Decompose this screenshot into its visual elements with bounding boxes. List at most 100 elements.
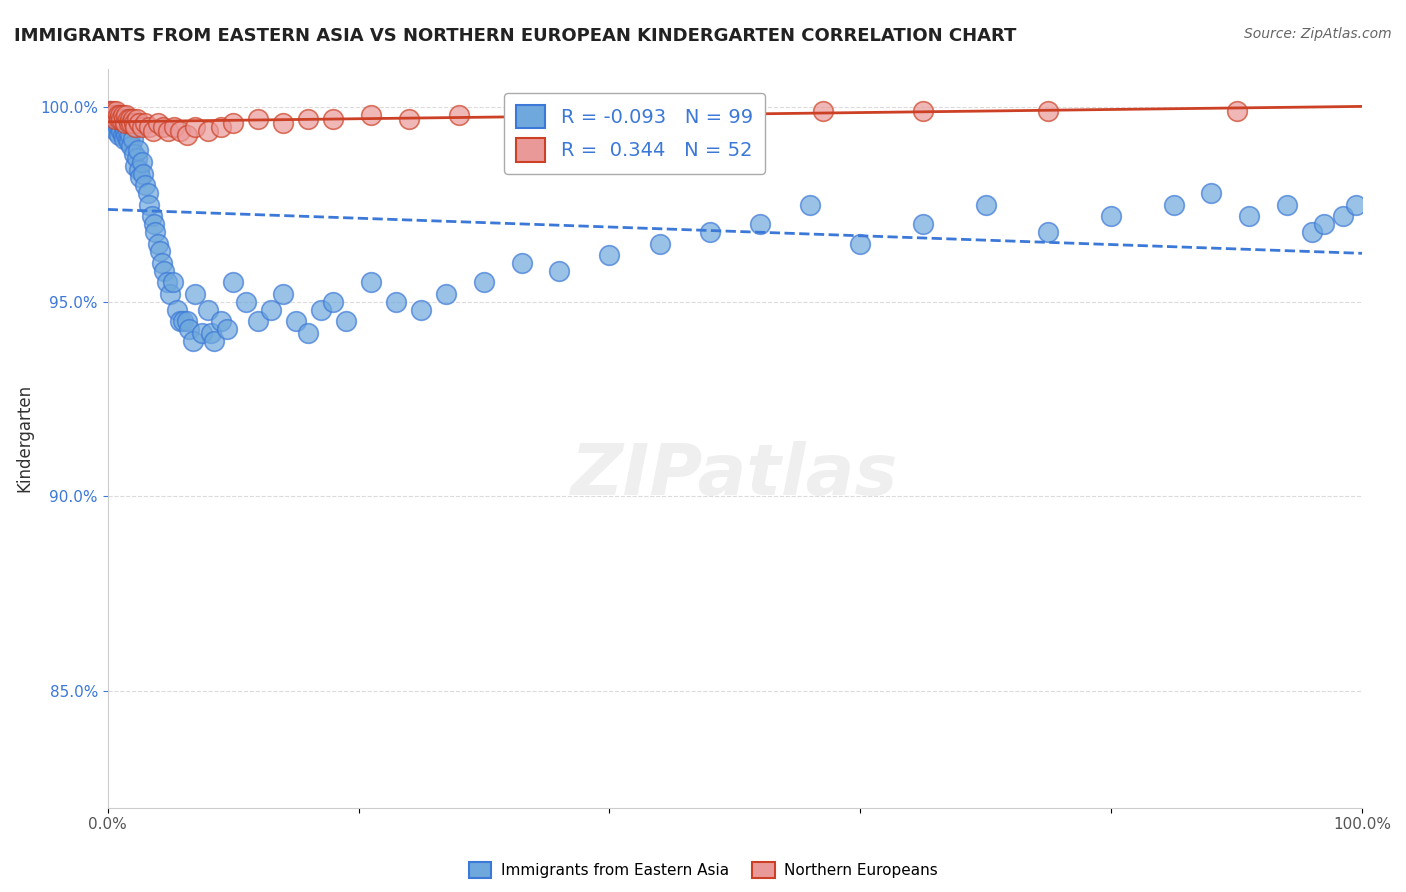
Point xyxy=(98,104,121,119)
Point xyxy=(284,314,307,328)
Point xyxy=(911,217,934,231)
Point xyxy=(101,104,124,119)
Point xyxy=(111,108,134,122)
Point xyxy=(98,104,121,119)
Point xyxy=(108,116,131,130)
Point xyxy=(111,116,134,130)
Point xyxy=(309,302,332,317)
Point xyxy=(120,112,142,127)
Point xyxy=(103,108,125,122)
Point xyxy=(142,124,165,138)
Point xyxy=(398,112,420,127)
Point xyxy=(108,108,131,122)
Point xyxy=(1313,217,1336,231)
Point xyxy=(1301,225,1323,239)
Point xyxy=(122,116,145,130)
Point xyxy=(121,116,143,130)
Point xyxy=(100,108,122,122)
Point xyxy=(548,264,571,278)
Point xyxy=(472,276,495,290)
Point xyxy=(108,128,131,142)
Point xyxy=(510,104,533,119)
Point xyxy=(799,197,821,211)
Point xyxy=(247,314,270,328)
Point xyxy=(112,120,135,134)
Point xyxy=(911,104,934,119)
Point xyxy=(699,225,721,239)
Point xyxy=(166,302,188,317)
Point xyxy=(202,334,225,348)
Point xyxy=(132,167,155,181)
Point xyxy=(112,131,135,145)
Point xyxy=(724,104,747,119)
Point xyxy=(510,256,533,270)
Point xyxy=(322,294,344,309)
Point xyxy=(360,276,382,290)
Point xyxy=(179,322,201,336)
Point xyxy=(1038,104,1060,119)
Point xyxy=(222,116,245,130)
Point xyxy=(146,116,169,130)
Point xyxy=(648,104,671,119)
Point xyxy=(153,264,176,278)
Point xyxy=(322,112,344,127)
Point xyxy=(811,104,834,119)
Point xyxy=(197,302,219,317)
Point xyxy=(121,112,143,127)
Point xyxy=(131,154,153,169)
Text: ZIPatlas: ZIPatlas xyxy=(571,441,898,509)
Point xyxy=(104,112,127,127)
Point xyxy=(143,225,166,239)
Point xyxy=(184,287,207,301)
Point xyxy=(247,112,270,127)
Point xyxy=(360,108,382,122)
Point xyxy=(100,108,122,122)
Point xyxy=(104,112,127,127)
Point xyxy=(335,314,357,328)
Point xyxy=(121,131,143,145)
Point xyxy=(1225,104,1247,119)
Point xyxy=(849,236,872,251)
Point xyxy=(162,276,184,290)
Point xyxy=(124,120,146,134)
Point xyxy=(271,116,294,130)
Point xyxy=(176,128,198,142)
Point xyxy=(1344,197,1367,211)
Point xyxy=(124,159,146,173)
Point xyxy=(169,124,191,138)
Point xyxy=(447,108,470,122)
Point xyxy=(172,314,194,328)
Point xyxy=(143,217,166,231)
Point xyxy=(103,116,125,130)
Point xyxy=(117,112,139,127)
Point xyxy=(117,131,139,145)
Point xyxy=(176,314,198,328)
Point xyxy=(128,162,150,177)
Y-axis label: Kindergarten: Kindergarten xyxy=(15,384,32,492)
Point xyxy=(110,112,132,127)
Point xyxy=(197,124,219,138)
Point xyxy=(1237,210,1260,224)
Point xyxy=(107,108,129,122)
Point xyxy=(385,294,408,309)
Point xyxy=(105,124,128,138)
Point xyxy=(271,287,294,301)
Point xyxy=(107,112,129,127)
Point xyxy=(110,124,132,138)
Point xyxy=(105,104,128,119)
Point xyxy=(117,124,139,138)
Point xyxy=(108,120,131,134)
Point xyxy=(1099,210,1122,224)
Text: Source: ZipAtlas.com: Source: ZipAtlas.com xyxy=(1244,27,1392,41)
Point xyxy=(114,116,136,130)
Point xyxy=(222,276,245,290)
Point xyxy=(103,108,125,122)
Point xyxy=(120,128,142,142)
Point xyxy=(598,248,620,262)
Point xyxy=(115,128,138,142)
Point xyxy=(121,139,143,153)
Point xyxy=(169,314,191,328)
Point xyxy=(115,108,138,122)
Point xyxy=(748,217,770,231)
Point xyxy=(152,120,174,134)
